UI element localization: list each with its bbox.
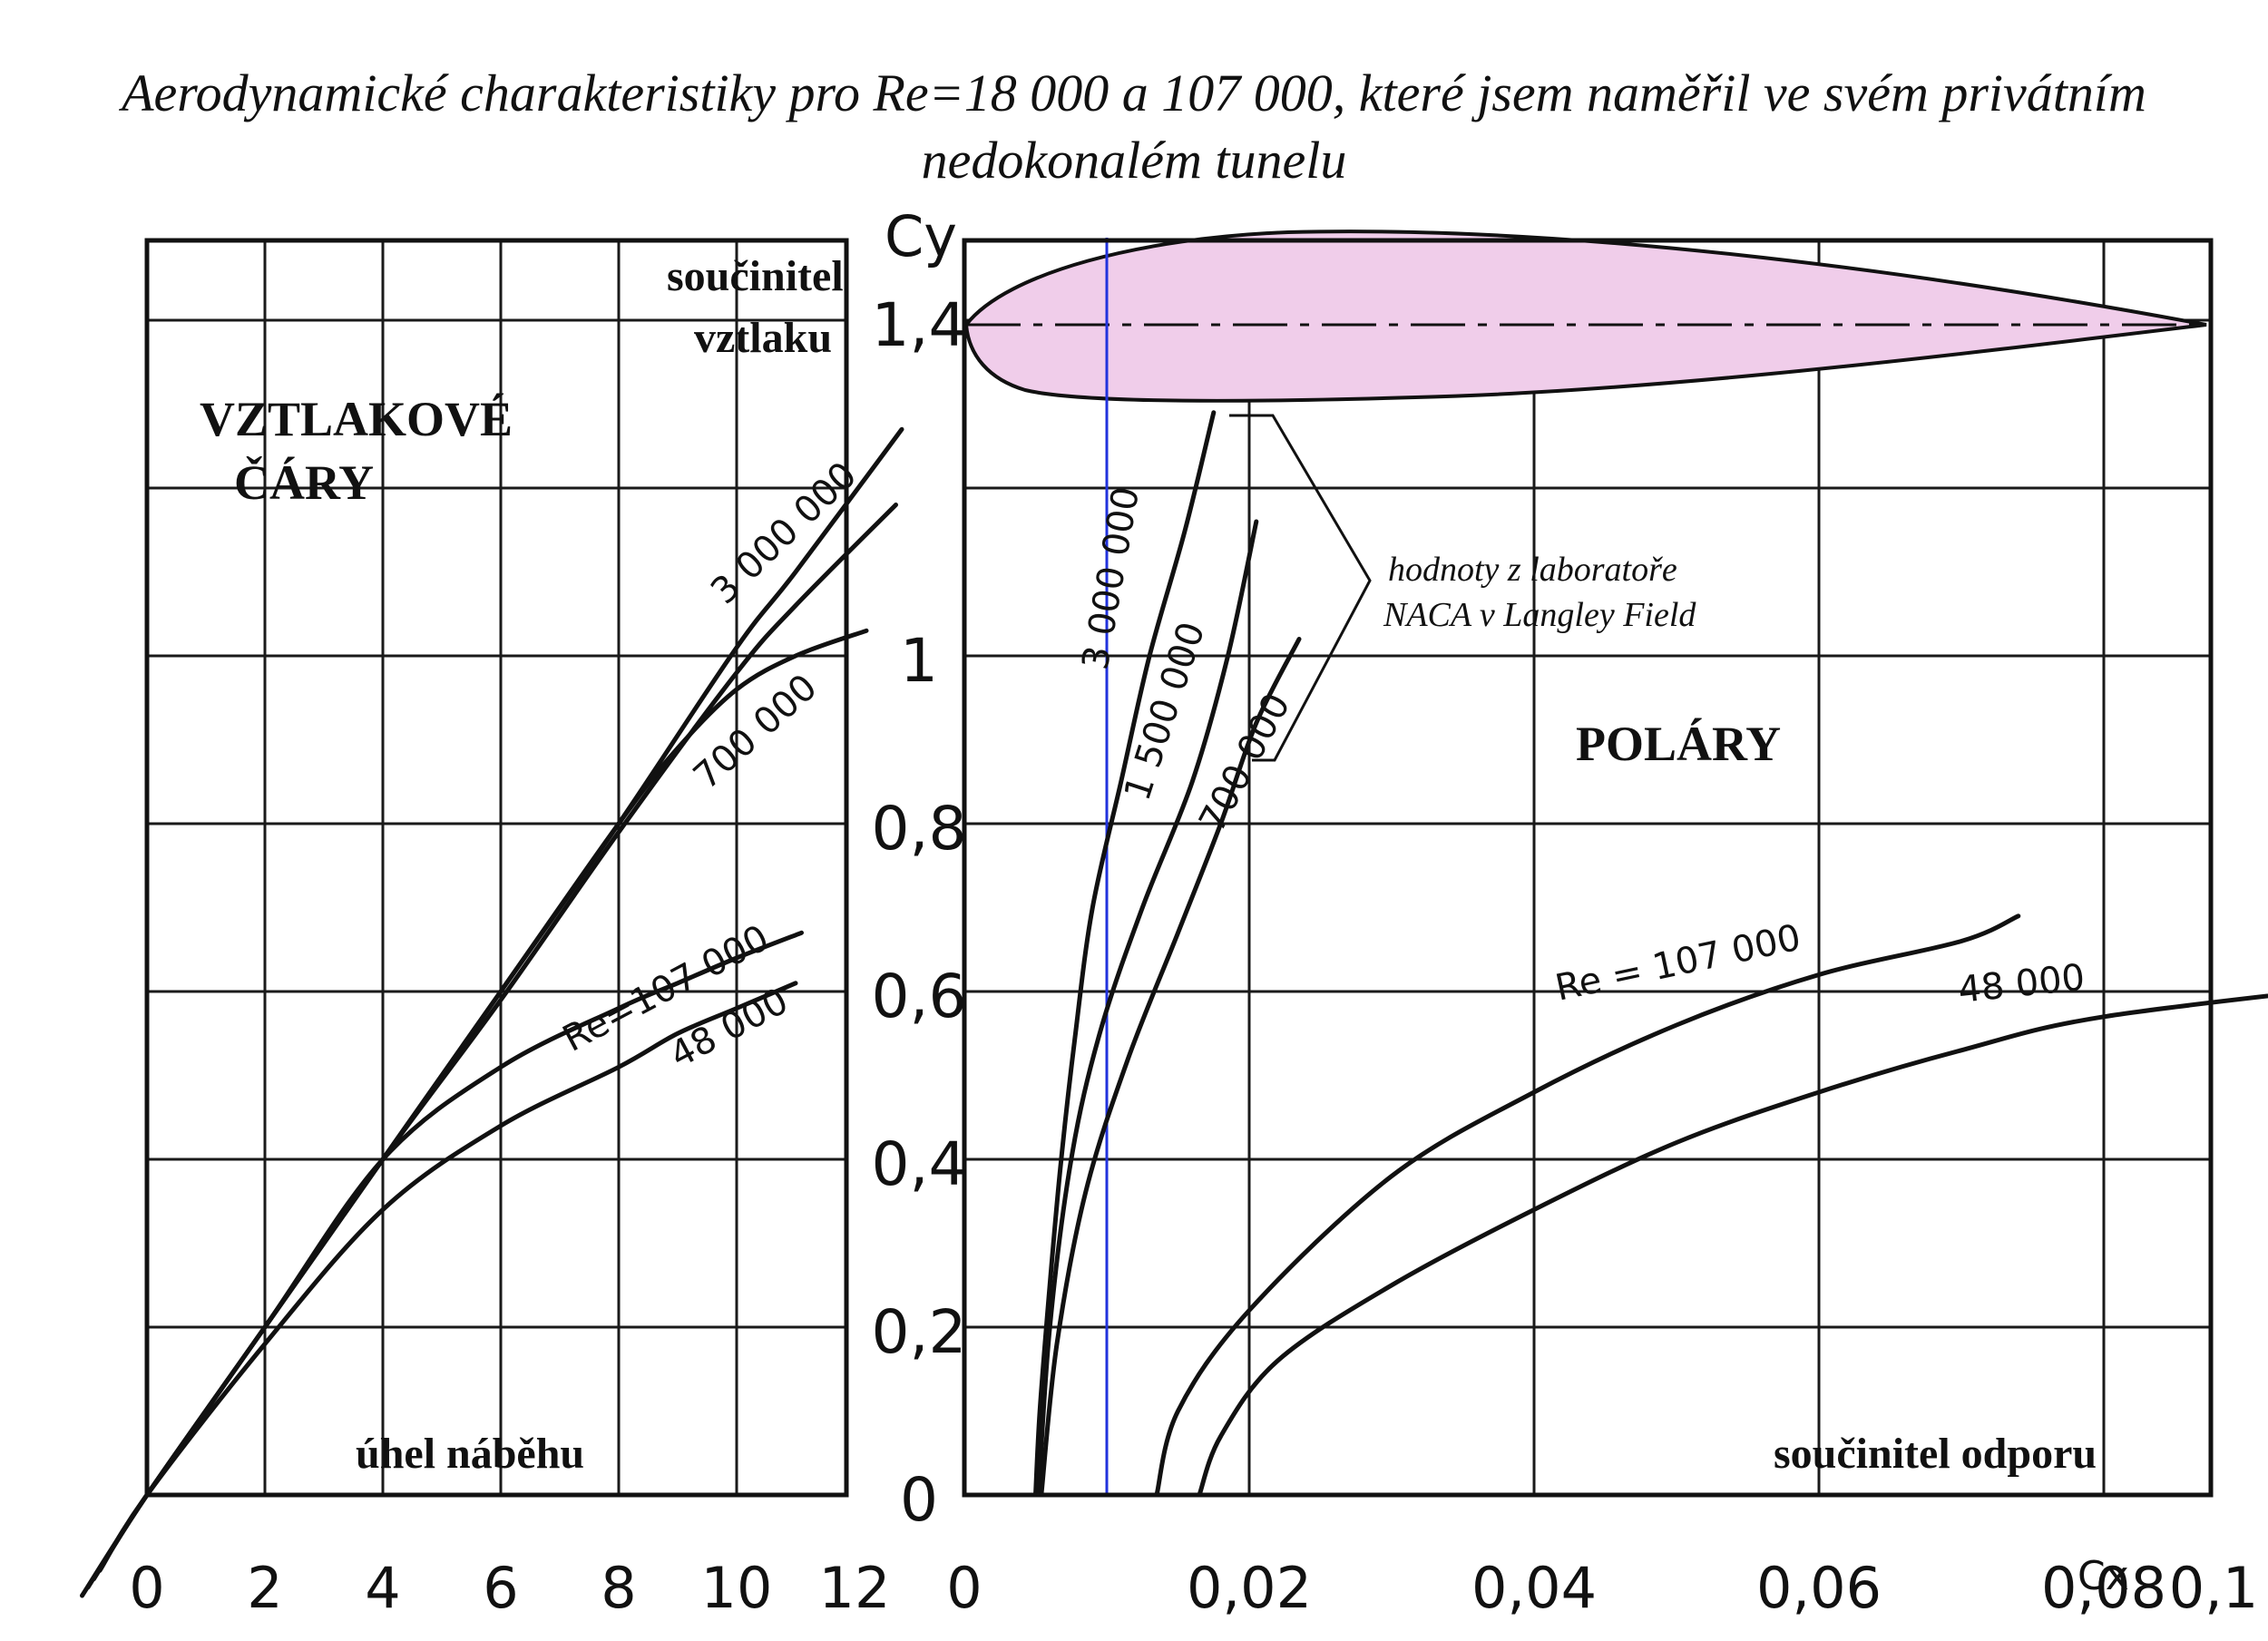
cy-tick-6: 1,4	[872, 290, 967, 360]
lift-curves-series-labels: 3 000 000 700 000 Re=107 000 48 000	[556, 454, 865, 1077]
polars-grid	[964, 240, 2211, 1495]
lift-curves-title-line1: VZTLAKOVÉ	[200, 392, 513, 446]
series-label-1500000-polar: 1 500 000	[1117, 617, 1214, 806]
naca-note-line1: hodnoty z laboratoře	[1388, 551, 1677, 589]
polar-curve-series-4	[1197, 993, 2268, 1498]
figure-title-line2: nedokonalém tunelu	[922, 131, 1347, 190]
lift-curves-title-line2: ČÁRY	[234, 455, 374, 510]
lift-x-tick-6: 12	[819, 1555, 891, 1621]
cy-tick-2: 0,4	[872, 1129, 967, 1199]
lift-x-tick-0: 0	[129, 1555, 164, 1621]
lift-coefficient-label-line2: vztlaku	[694, 314, 832, 362]
cy-tick-5: 1	[900, 626, 938, 696]
lift-coefficient-tick-labels: 0 0,2 0,4 0,6 0,8 1 1,4	[872, 290, 967, 1535]
cy-tick-3: 0,6	[872, 962, 967, 1031]
polars-title: POLÁRY	[1576, 717, 1781, 771]
lift-x-tick-1: 2	[247, 1555, 282, 1621]
lift-curve-series-4	[97, 981, 798, 1573]
polar-x-tick-2: 0,04	[1471, 1555, 1597, 1621]
polars-frame	[962, 238, 2214, 1498]
polars-chart: 0 0,02 0,04 0,06 0,08 0,1 Cx POLÁRY součinite…	[946, 230, 2268, 1621]
cy-tick-0: 0	[900, 1465, 938, 1535]
polar-x-tick-0: 0	[946, 1555, 982, 1621]
lift-x-tick-3: 6	[483, 1555, 518, 1621]
lift-x-tick-2: 4	[365, 1555, 400, 1621]
polars-x-tick-labels: 0 0,02 0,04 0,06 0,08 0,1	[946, 1555, 2258, 1621]
cy-axis-symbol: Cy	[885, 203, 957, 269]
series-label-48000-polar: 48 000	[1956, 957, 2087, 1011]
lift-x-tick-4: 8	[601, 1555, 636, 1621]
figure-title-line1: Aerodynamické charakteristiky pro Re=18 …	[118, 63, 2146, 122]
naca-annotation: hodnoty z laboratoře NACA v Langley Fiel…	[1229, 414, 1696, 762]
drag-coefficient-label: součinitel odporu	[1774, 1430, 2097, 1478]
series-label-700000-polar: 700 000	[1191, 687, 1298, 839]
polars-series	[1033, 410, 2268, 1498]
angle-of-attack-label: úhel náběhu	[356, 1430, 584, 1478]
lift-coefficient-label-line1: součinitel	[667, 252, 844, 300]
polar-x-tick-3: 0,06	[1756, 1555, 1882, 1621]
naca-note-line2: NACA v Langley Field	[1383, 596, 1696, 634]
cx-axis-symbol: Cx	[2077, 1553, 2129, 1599]
lift-x-tick-5: 10	[701, 1555, 773, 1621]
lift-curves-x-tick-labels: 0 2 4 6 8 10 12	[129, 1555, 890, 1621]
naca-bracket	[1229, 414, 1372, 762]
lift-curve-series-3	[144, 930, 804, 1498]
cy-tick-4: 0,8	[872, 794, 967, 864]
lift-curves-frame	[144, 238, 849, 1498]
lift-curves-chart: 0 2 4 6 8 10 12 VZTLAKOVÉ ČÁRY součinitel vztl…	[80, 238, 904, 1621]
polar-x-tick-5: 0,1	[2169, 1555, 2259, 1621]
lift-curves-series	[80, 426, 904, 1598]
polar-curve-series-1	[1036, 519, 1259, 1498]
polar-x-tick-4: 0,08	[2041, 1555, 2166, 1621]
series-label-3000000-polar: 3 000 000	[1075, 484, 1149, 672]
polar-x-tick-1: 0,02	[1187, 1555, 1312, 1621]
series-label-700000-lift: 700 000	[686, 667, 826, 798]
polar-curve-series-2	[1039, 637, 1302, 1498]
series-label-re107000-polar: Re = 107 000	[1552, 917, 1805, 1010]
polar-curve-series-3	[1154, 913, 2021, 1498]
airfoil-profile	[963, 230, 2207, 403]
polar-curve-series-0	[1033, 410, 1217, 1498]
cy-tick-1: 0,2	[872, 1297, 967, 1367]
